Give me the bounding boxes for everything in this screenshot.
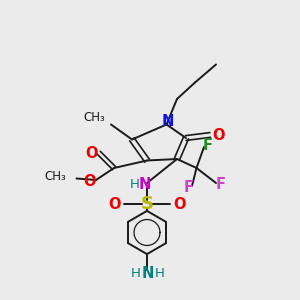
Text: O: O [173, 196, 186, 211]
Text: N: N [162, 114, 174, 129]
Text: F: F [183, 180, 194, 195]
Text: F: F [202, 138, 213, 153]
Text: F: F [215, 177, 226, 192]
Text: H: H [155, 267, 164, 280]
Text: O: O [85, 146, 98, 160]
Text: S: S [140, 195, 154, 213]
Text: O: O [108, 196, 121, 211]
Text: H: H [130, 178, 140, 191]
Text: N: N [138, 177, 151, 192]
Text: O: O [84, 174, 96, 189]
Text: CH₃: CH₃ [45, 170, 66, 184]
Text: CH₃: CH₃ [84, 111, 106, 124]
Text: N: N [142, 266, 154, 281]
Text: O: O [212, 128, 225, 142]
Text: H: H [131, 267, 140, 280]
